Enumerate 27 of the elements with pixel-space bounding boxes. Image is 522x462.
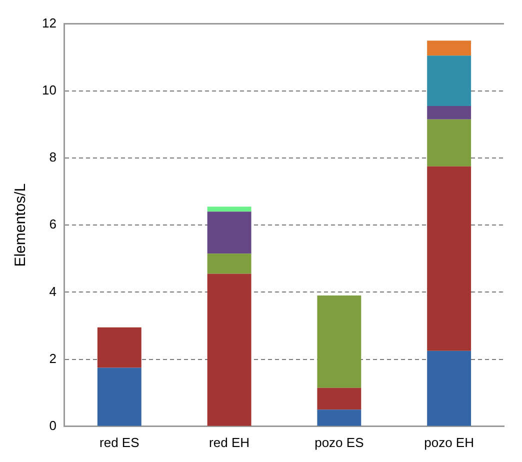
y-tick-label: 0 bbox=[49, 418, 56, 433]
bar bbox=[317, 410, 362, 426]
bar bbox=[207, 274, 252, 426]
y-tick-label: 8 bbox=[49, 150, 56, 165]
y-tick-label: 4 bbox=[49, 284, 56, 299]
bar bbox=[97, 368, 142, 426]
bar bbox=[427, 166, 472, 351]
bar bbox=[427, 56, 472, 106]
bar bbox=[427, 119, 472, 166]
bar bbox=[427, 350, 472, 426]
y-axis-title: Elementos/L bbox=[12, 183, 30, 267]
bar bbox=[427, 40, 472, 56]
y-tick-label: 10 bbox=[42, 82, 56, 98]
y-tick-label: 12 bbox=[42, 15, 56, 30]
x-tick-label: pozo ES bbox=[314, 434, 364, 450]
bar bbox=[97, 327, 142, 368]
bar bbox=[207, 206, 252, 212]
y-tick-label: 2 bbox=[49, 350, 56, 366]
y-tick-label: 6 bbox=[49, 216, 56, 232]
x-tick-label: red ES bbox=[100, 434, 140, 450]
x-tick-label: red EH bbox=[209, 434, 250, 450]
bar bbox=[207, 254, 252, 274]
bar bbox=[317, 296, 362, 388]
bar bbox=[317, 388, 362, 410]
bar bbox=[207, 212, 252, 254]
bar bbox=[427, 106, 472, 120]
x-tick-label: pozo EH bbox=[424, 434, 474, 450]
